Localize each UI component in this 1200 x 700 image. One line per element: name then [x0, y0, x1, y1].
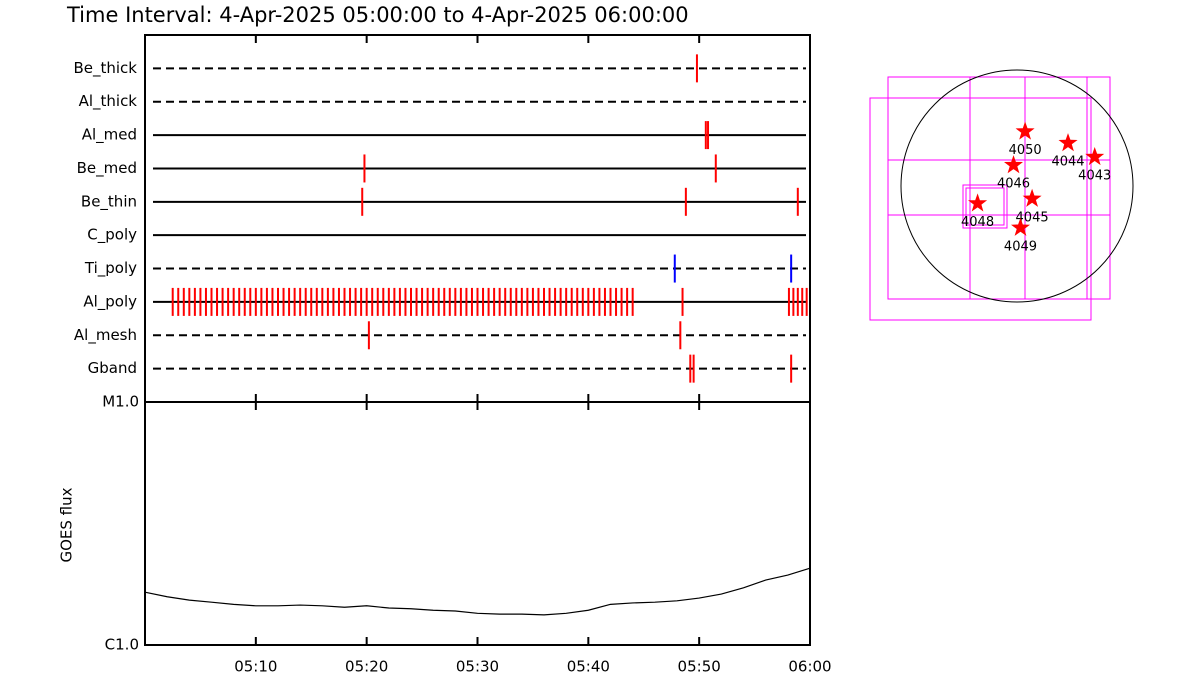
timeline-frame: [144, 34, 811, 403]
goes-frame: [144, 401, 811, 646]
row-label: Al_med: [82, 126, 137, 145]
y-tick-label: C1.0: [105, 636, 139, 654]
row-label: Be_thin: [81, 192, 137, 211]
x-tick-label: 05:10: [234, 658, 277, 676]
row-label: Be_med: [77, 159, 137, 178]
region-star: [1058, 133, 1078, 152]
region-label: 4045: [1016, 210, 1049, 225]
fov-box: [962, 184, 1008, 229]
goes-curve: [144, 567, 811, 616]
y-axis-label: GOES flux: [58, 487, 76, 562]
region-label: 4049: [1004, 239, 1037, 254]
region-star: [1085, 147, 1105, 166]
region-label: 4048: [961, 215, 994, 230]
row-label: Al_poly: [83, 292, 137, 311]
x-tick-label: 05:40: [567, 658, 610, 676]
region-label: 4043: [1078, 169, 1111, 184]
region-star: [968, 193, 988, 212]
fov-box: [965, 187, 1005, 226]
solar-limb: [900, 69, 1134, 303]
fov-box: [887, 76, 1111, 300]
region-star: [1015, 121, 1035, 140]
region-star: [1004, 155, 1023, 174]
row-label: Be_thick: [73, 59, 137, 78]
region-star: [1022, 188, 1042, 207]
row-label: Gband: [88, 359, 137, 377]
x-tick-label: 05:20: [345, 658, 388, 676]
region-label: 4050: [1009, 143, 1042, 158]
row-label: Al_thick: [79, 92, 138, 111]
x-tick-label: 05:50: [678, 658, 721, 676]
x-tick-label: 05:30: [456, 658, 499, 676]
fov-box: [869, 97, 1092, 321]
region-label: 4046: [997, 177, 1030, 192]
region-star: [1011, 217, 1030, 236]
y-tick-label: M1.0: [102, 393, 139, 411]
region-label: 4044: [1051, 155, 1084, 170]
row-label: Ti_poly: [84, 259, 137, 278]
row-label: Al_mesh: [74, 326, 137, 345]
chart-title: Time Interval: 4-Apr-2025 05:00:00 to 4-…: [66, 3, 689, 27]
sun-map: [869, 69, 1134, 321]
row-label: C_poly: [87, 226, 137, 245]
x-tick-label: 06:00: [788, 658, 831, 676]
